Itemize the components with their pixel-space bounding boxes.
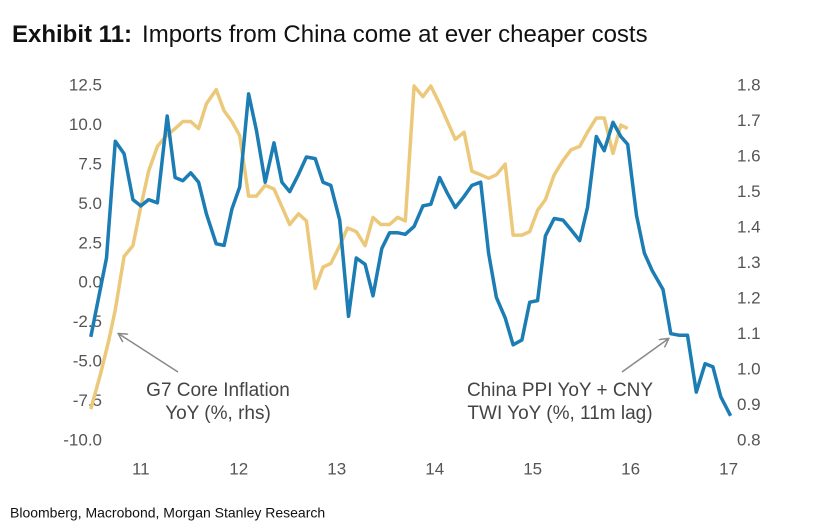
y2-tick-label: 1.7 <box>737 111 761 130</box>
y-tick-label: 10.0 <box>69 115 102 134</box>
y-tick-label: 12.5 <box>69 75 102 94</box>
y-tick-label: -7.5 <box>73 391 102 410</box>
y-tick-label: -5.0 <box>73 352 102 371</box>
y2-tick-label: 0.8 <box>737 430 761 449</box>
x-tick-label: 16 <box>621 459 640 478</box>
x-tick-label: 12 <box>229 459 248 478</box>
x-tick-label: 17 <box>719 459 738 478</box>
y-tick-label: 7.5 <box>78 154 102 173</box>
y2-tick-label: 1.2 <box>737 288 761 307</box>
y2-tick-label: 1.6 <box>737 146 761 165</box>
y2-tick-label: 1.1 <box>737 324 761 343</box>
arrow <box>621 339 668 373</box>
y-tick-label: -2.5 <box>73 312 102 331</box>
y2-tick-label: 1.4 <box>737 217 761 236</box>
annotation: China PPI YoY + CNY <box>467 380 653 401</box>
series-line <box>89 84 629 410</box>
series-line <box>89 92 733 417</box>
x-tick-label: 13 <box>327 459 346 478</box>
y2-tick-label: 1.5 <box>737 182 761 201</box>
annotation: TWI YoY (%, 11m lag) <box>467 403 652 424</box>
x-tick-label: 14 <box>425 459 444 478</box>
y2-tick-label: 1.3 <box>737 253 761 272</box>
y-tick-label: -10.0 <box>63 430 102 449</box>
source: Bloomberg, Macrobond, Morgan Stanley Res… <box>10 505 325 521</box>
y-tick-label: 2.5 <box>78 233 102 252</box>
y-tick-label: 5.0 <box>78 194 102 213</box>
x-tick-label: 11 <box>132 459 150 478</box>
y2-tick-label: 1.8 <box>737 75 761 94</box>
y2-tick-label: 0.9 <box>737 395 761 414</box>
y2-tick-label: 1.0 <box>737 359 761 378</box>
annotation: YoY (%, rhs) <box>165 403 271 424</box>
title-label: Exhibit 11: <box>12 21 132 48</box>
chart-title: Exhibit 11: Imports from China come at ev… <box>12 21 648 48</box>
x-tick-label: 15 <box>523 459 542 478</box>
title-text: Imports from China come at ever cheaper … <box>142 21 648 48</box>
y-tick-label: 0.0 <box>78 273 102 292</box>
annotation: G7 Core Inflation <box>146 380 290 401</box>
arrow <box>119 334 179 373</box>
